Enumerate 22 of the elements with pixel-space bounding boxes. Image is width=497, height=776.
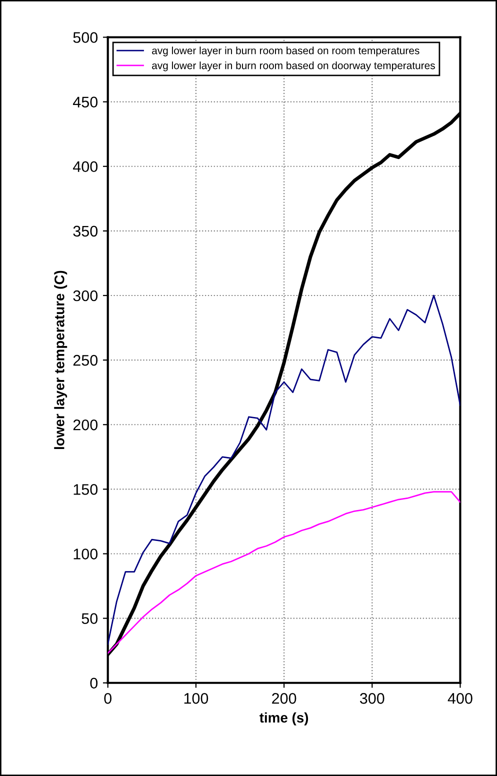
y-tick-label: 450 — [72, 96, 98, 108]
y-axis-title: lower layer temperature (C) — [54, 270, 68, 450]
y-tick-label: 200 — [73, 419, 98, 430]
y-tick-label: 150 — [74, 484, 98, 495]
x-tick-label: 200 — [272, 693, 296, 704]
x-tick-label: 400 — [448, 693, 472, 704]
x-tick-label: 300 — [360, 693, 384, 704]
y-tick-label: 300 — [73, 290, 98, 302]
line-series — [108, 294, 460, 645]
x-axis-title: time (s) — [260, 712, 308, 726]
y-tick-label: 250 — [73, 354, 98, 366]
x-tick-label: 100 — [184, 693, 208, 704]
legend-label: avg lower layer in burn room based on doorway temperatures — [152, 62, 435, 72]
y-tick-label: 0 — [90, 678, 98, 689]
y-tick-label: 100 — [74, 548, 98, 560]
y-tick-label: 500 — [73, 32, 98, 43]
line-series — [108, 491, 460, 654]
x-tick-label: 0 — [104, 693, 112, 704]
y-tick-label: 400 — [72, 161, 98, 172]
legend-label: avg lower layer in burn room based on room temperatures — [152, 46, 420, 56]
y-tick-label: 50 — [82, 613, 98, 624]
y-tick-label: 350 — [73, 226, 98, 237]
